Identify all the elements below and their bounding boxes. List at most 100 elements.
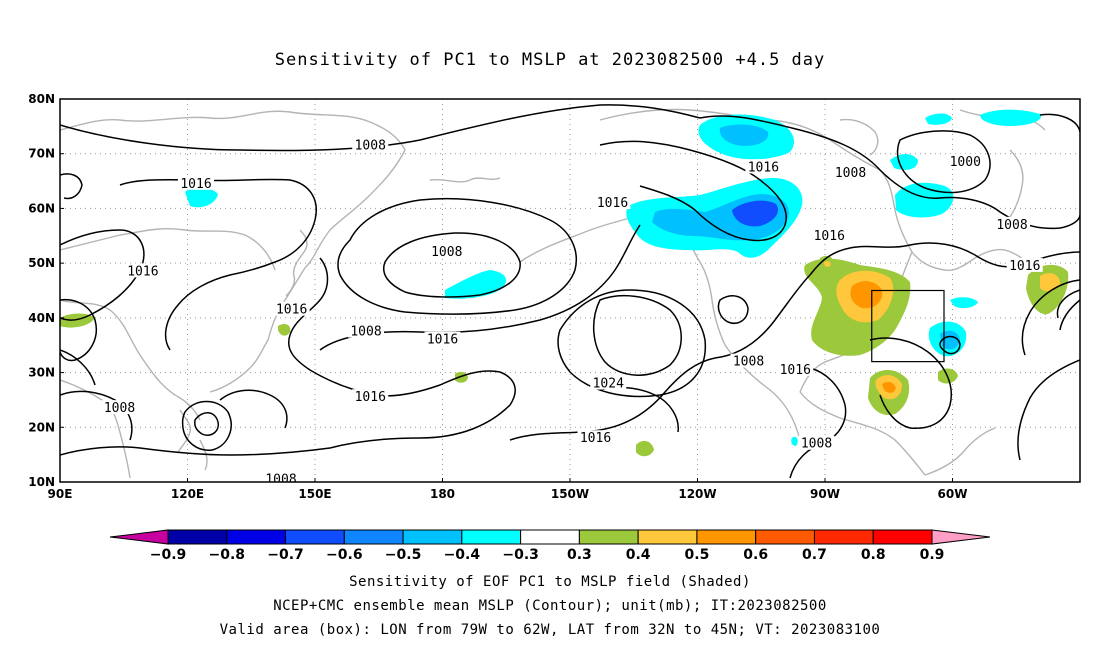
- contour-label-bg: [273, 301, 310, 316]
- contour-label: 1008: [801, 437, 832, 452]
- colorbar-swatch: [755, 529, 815, 545]
- colorbar-swatch: [167, 529, 228, 545]
- shade-yellow-atl2: [1040, 273, 1060, 292]
- contour-label: 1008: [733, 355, 764, 370]
- footer-line-3: Valid area (box): LON from 79W to 62W, L…: [219, 622, 881, 638]
- lon-tick-label: 90W: [810, 487, 840, 501]
- colorbar-swatch: [343, 529, 404, 545]
- shade-blue-pnw: [732, 200, 779, 227]
- colorbar-high-triangle: [931, 529, 991, 545]
- contour-label: 1016: [597, 196, 628, 211]
- contour-label: 1008: [350, 325, 381, 340]
- contour-label-bg: [178, 175, 214, 190]
- contour-label: 1016: [780, 363, 811, 378]
- contour-label-bg: [590, 375, 627, 390]
- lon-tick-label: 120E: [171, 487, 204, 501]
- lat-tick-label: 10N: [28, 475, 55, 489]
- contour-label: 1024: [593, 377, 624, 392]
- lat-tick-label: 60N: [28, 201, 55, 215]
- contour-label-bg: [1006, 257, 1043, 272]
- colorbar-low-triangle: [109, 529, 169, 545]
- contour-label-bg: [994, 216, 1030, 231]
- footer-line-2: NCEP+CMC ensemble mean MSLP (Contour); u…: [273, 598, 827, 614]
- shade-yellow-canada: [824, 261, 831, 267]
- axis-ticks: [59, 98, 953, 483]
- contour-label: 1008: [104, 401, 135, 416]
- lat-tick-label: 30N: [28, 366, 55, 380]
- colorbar-label: −0.7: [267, 547, 304, 563]
- footer-line-1: Sensitivity of EOF PC1 to MSLP field (Sh…: [349, 574, 751, 590]
- lon-tick-label: 180: [430, 487, 455, 501]
- colorbar-label: −0.3: [502, 547, 539, 563]
- contour-label: 1016: [127, 264, 158, 279]
- colorbar-swatch: [461, 529, 522, 545]
- shade-cyan-baja: [791, 436, 798, 446]
- shade-cyan-siberia: [185, 186, 218, 208]
- lon-tick-label: 60W: [938, 487, 968, 501]
- lat-tick-label: 70N: [28, 147, 55, 161]
- contour-label-bg: [348, 323, 384, 338]
- contour-label-bg: [352, 137, 389, 152]
- colorbar-swatch: [285, 529, 345, 545]
- contour-label: 1016: [1009, 259, 1040, 274]
- colorbar-swatch: [637, 529, 698, 545]
- colorbar-label: −0.6: [326, 547, 363, 563]
- colorbar: −0.9 −0.8 −0.7 −0.6 −0.5 −0.4 −0.3 0.3 0.4 0.5 0.6…: [109, 529, 991, 563]
- contour-label-bg: [798, 435, 835, 450]
- contour-label-layer: 1008 1016 1008 1000 1016 1016 1008 1016 1008 1016…: [101, 137, 1043, 482]
- colorbar-label: −0.4: [444, 547, 481, 563]
- contour-label-bg: [730, 353, 767, 368]
- colorbar-swatch: [813, 529, 874, 545]
- shade-cyan-scand: [980, 109, 1041, 126]
- lat-tick-label: 40N: [28, 311, 55, 325]
- contour-label-bg: [101, 400, 138, 415]
- colorbar-swatch: [578, 529, 639, 545]
- shade-orange-plains: [850, 281, 883, 309]
- lat-tick-label: 80N: [28, 92, 55, 106]
- shade-lightblue-atlantic: [940, 330, 960, 350]
- colorbar-label: 0.5: [685, 547, 710, 563]
- shade-green-japan: [278, 324, 291, 336]
- contour-label-bg: [777, 361, 814, 376]
- shade-blue-alaska: [719, 124, 769, 146]
- colorbar-label: −0.9: [150, 547, 187, 563]
- colorbar-swatch: [226, 529, 287, 545]
- lon-tick-label: 120W: [678, 487, 716, 501]
- colorbar-swatch: [520, 529, 580, 545]
- lon-tick-label: 150E: [298, 487, 331, 501]
- lon-tick-label: 150W: [551, 487, 589, 501]
- contour-label-bg: [594, 194, 631, 209]
- contour-label-bg: [352, 389, 389, 404]
- colorbar-label: −0.8: [209, 547, 246, 563]
- contour-label: 1008: [355, 139, 386, 154]
- lon-tick-label: 90E: [48, 487, 73, 501]
- colorbar-label: 0.4: [626, 547, 651, 563]
- colorbar-label: 0.6: [743, 547, 768, 563]
- contour-label-bg: [745, 159, 782, 174]
- valid-area-box: [871, 289, 945, 363]
- colorbar-label: 0.9: [920, 547, 945, 563]
- contour-label-bg: [424, 331, 461, 346]
- colorbar-swatch: [872, 529, 933, 545]
- colorbar-label: 0.7: [802, 547, 827, 563]
- colorbar-swatch: [696, 529, 757, 545]
- contour-label-bg: [428, 244, 465, 259]
- lat-tick-label: 20N: [28, 420, 55, 434]
- colorbar-label: −0.5: [385, 547, 422, 563]
- contour-label-bg: [577, 430, 614, 445]
- shade-cyan-box: [950, 297, 978, 309]
- lat-tick-label: 50N: [28, 256, 55, 270]
- contour-label-bg: [811, 227, 848, 242]
- contour-label: 1016: [814, 229, 845, 244]
- colorbar-label: 0.8: [861, 547, 886, 563]
- contour-label: 1016: [748, 160, 779, 175]
- colorbar-label: 0.3: [567, 547, 592, 563]
- contour-label: 1008: [835, 166, 866, 181]
- shade-orange-gulf: [882, 381, 896, 393]
- colorbar-swatch: [402, 529, 463, 545]
- contour-label: 1016: [427, 333, 458, 348]
- shade-cyan-greenland: [890, 154, 918, 170]
- figure-title: Sensitivity of PC1 to MSLP at 2023082500…: [274, 50, 826, 70]
